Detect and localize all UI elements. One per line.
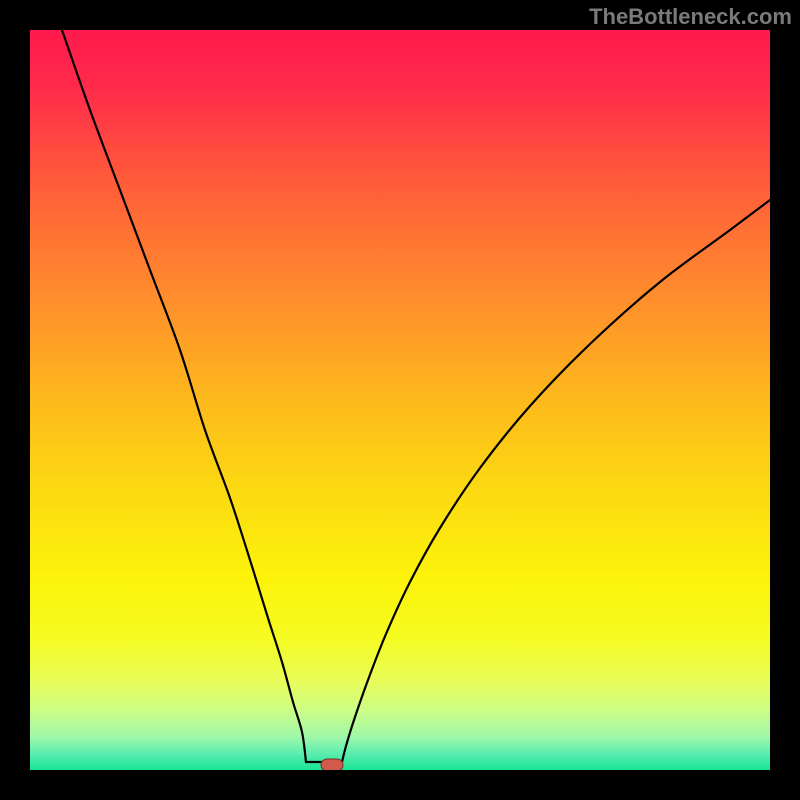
watermark-text: TheBottleneck.com bbox=[589, 4, 792, 30]
bottleneck-plot bbox=[30, 30, 770, 770]
plot-background bbox=[30, 30, 770, 770]
bottleneck-marker bbox=[321, 759, 343, 770]
